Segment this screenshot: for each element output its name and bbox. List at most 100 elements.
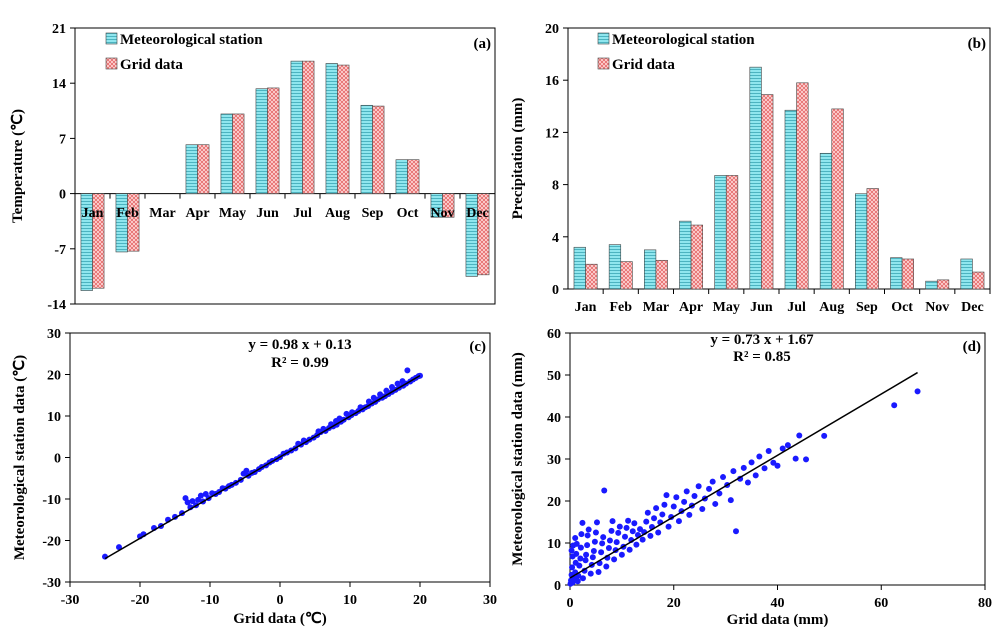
data-point (243, 467, 250, 474)
bar-station (185, 144, 198, 194)
y-tick-label: 14 (52, 77, 66, 92)
data-point (653, 505, 660, 512)
data-point (748, 459, 755, 466)
data-point (618, 551, 625, 558)
category-label: Aug (819, 300, 844, 315)
bar-grid (407, 159, 420, 194)
data-point (184, 499, 191, 506)
bar-station (644, 249, 657, 290)
bar-station (115, 193, 128, 253)
panel-label: (b) (968, 36, 986, 52)
y-tick-label: 0 (552, 283, 559, 298)
data-point (605, 545, 612, 552)
y-tick-label: 20 (47, 369, 61, 384)
data-point (720, 474, 727, 481)
bar-station (395, 159, 408, 194)
x-tick-label: 30 (483, 593, 497, 608)
data-point (579, 575, 586, 582)
y-tick-label: 12 (545, 126, 559, 141)
category-label: Nov (430, 206, 454, 221)
data-point (598, 549, 605, 556)
data-point (404, 367, 411, 374)
bar-grid (92, 193, 105, 289)
data-point (572, 534, 579, 541)
data-point (626, 546, 633, 553)
data-point (585, 526, 592, 533)
data-point (643, 518, 650, 525)
data-point (712, 500, 719, 507)
x-tick-label: 80 (978, 596, 992, 611)
data-point (651, 515, 658, 522)
data-point (670, 503, 677, 510)
category-label: May (713, 300, 740, 315)
r-squared: R² = 0.99 (271, 355, 329, 371)
data-point (579, 519, 586, 526)
bar-grid (442, 193, 455, 218)
data-point (601, 487, 608, 494)
data-point (752, 472, 759, 479)
panel-b: 0 4 8 12 16 20 Jan Feb Mar Apr May Jun Jul Aug Sep Oct N… (510, 22, 991, 315)
bar-grid (197, 144, 210, 194)
bar-station (360, 104, 373, 194)
y-tick-label: 50 (547, 369, 561, 384)
x-tick-label: 60 (874, 596, 888, 611)
data-point (608, 527, 615, 534)
panel-d: 0 10 20 30 40 50 60 0 20 40 60 80 y = 0.73 x + 1.67R… (510, 327, 992, 627)
y-tick-label: -7 (54, 243, 66, 258)
category-label: Jan (82, 206, 104, 221)
bar-station (784, 109, 797, 290)
category-label: Jul (787, 300, 806, 315)
y-axis-label: Meteorological station data (℃) (12, 355, 28, 560)
category-label: Feb (609, 300, 632, 315)
y-tick-label: 30 (547, 453, 561, 468)
fit-equation: y = 0.98 x + 0.13 (248, 337, 351, 353)
data-point (644, 509, 651, 516)
bar-station (714, 175, 727, 290)
category-label: Mar (149, 206, 175, 221)
data-point (577, 555, 584, 562)
data-point (587, 570, 594, 577)
category-label: Jul (293, 206, 312, 221)
y-tick-label: 7 (59, 132, 66, 147)
bar-station (960, 258, 973, 290)
legend-swatch (597, 57, 610, 70)
bar-station (925, 280, 938, 290)
data-point (613, 539, 620, 546)
y-tick-label: 0 (59, 188, 66, 203)
data-point (792, 455, 799, 462)
category-label: Aug (325, 206, 350, 221)
y-tick-label: 0 (54, 452, 61, 467)
bar-grid (690, 224, 703, 290)
bar-grid (477, 193, 490, 276)
category-label: Sep (362, 206, 384, 221)
data-point (803, 456, 810, 463)
data-point (589, 554, 596, 561)
data-point (616, 523, 623, 530)
data-point (197, 492, 204, 499)
bar-grid (232, 113, 245, 194)
y-axis-label: Precipitation (mm) (510, 98, 526, 220)
data-point (740, 464, 747, 471)
x-tick-label: 0 (277, 593, 284, 608)
data-point (733, 528, 739, 535)
category-label: Feb (116, 206, 139, 221)
category-label: Nov (925, 300, 949, 315)
data-point (621, 533, 628, 540)
plot-frame (74, 27, 496, 305)
fit-equation: y = 0.73 x + 1.67 (710, 332, 814, 348)
data-point (595, 568, 602, 575)
data-point (706, 485, 713, 492)
data-point (663, 492, 670, 499)
data-point (611, 556, 618, 563)
x-tick-label: 0 (567, 596, 574, 611)
data-point (625, 517, 632, 524)
category-label: Oct (891, 300, 913, 315)
x-tick-label: -10 (201, 593, 220, 608)
x-tick-label: 40 (771, 596, 785, 611)
y-axis-label: Temperature (℃) (10, 109, 26, 223)
data-point (629, 528, 636, 535)
bar-grid (302, 60, 315, 194)
data-point (765, 448, 772, 455)
data-point (599, 540, 606, 547)
data-point (675, 518, 682, 525)
